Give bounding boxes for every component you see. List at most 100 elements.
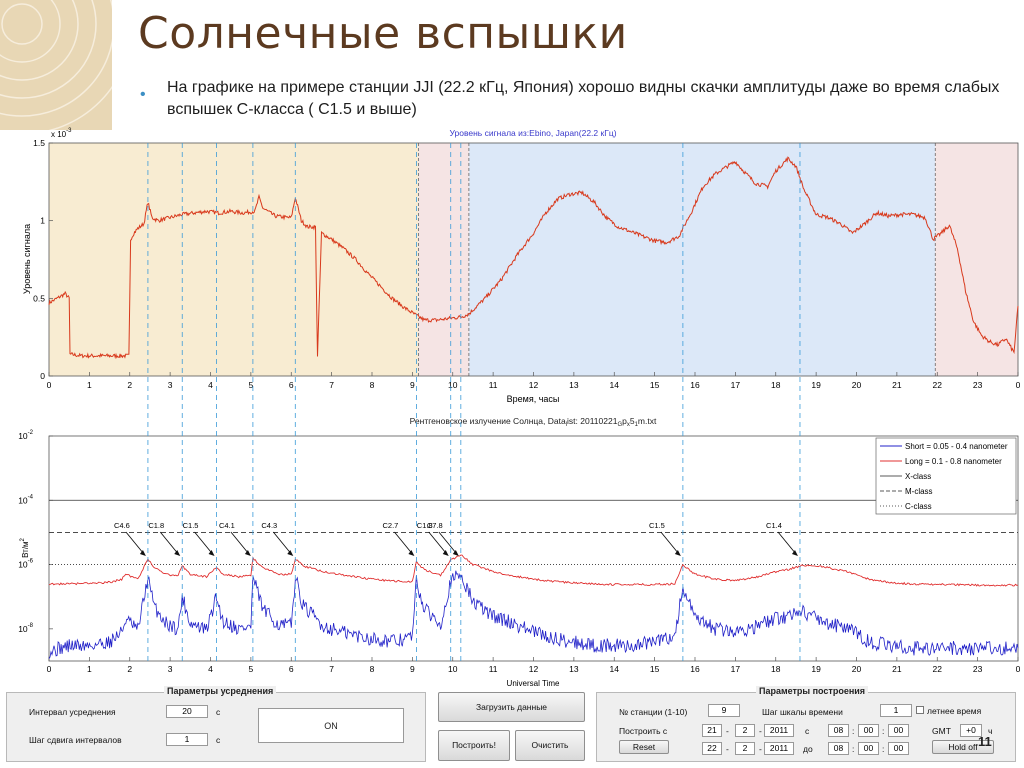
averaging-interval-input[interactable]: 20 (166, 705, 208, 718)
top-x-tick-label: 2 (127, 380, 132, 390)
bottom-x-tick-label: 3 (168, 664, 173, 674)
bottom-x-tick-label: 7 (329, 664, 334, 674)
to-month-input[interactable]: 2 (735, 742, 755, 755)
top-x-tick-label: 7 (329, 380, 334, 390)
top-x-tick-label: 6 (289, 380, 294, 390)
top-x-tick-label: 14 (610, 380, 620, 390)
flare-arrow (230, 531, 250, 555)
from-minute-input[interactable]: 00 (858, 724, 879, 737)
timescale-input[interactable]: 1 (880, 704, 912, 717)
hold-off-button[interactable]: Hold off (932, 740, 994, 754)
bottom-chart-title-sub2: G (617, 422, 622, 428)
bottom-x-tick-label: 20 (852, 664, 862, 674)
bottom-x-tick-label: 1 (87, 664, 92, 674)
to-day-input[interactable]: 22 (702, 742, 722, 755)
bottom-y-tick-base: 10 (18, 495, 28, 505)
top-x-tick-label: 13 (569, 380, 579, 390)
top-x-tick-label: 18 (771, 380, 781, 390)
from-year-input[interactable]: 2011 (764, 724, 794, 737)
summer-time-label: летнее время (927, 706, 982, 716)
bottom-y-tick-base: 10 (18, 624, 28, 634)
legend-label-c: C-class (905, 502, 932, 511)
from-second-input[interactable]: 00 (888, 724, 909, 737)
bottom-x-tick-label: 5 (249, 664, 254, 674)
bottom-x-tick-label: 19 (811, 664, 821, 674)
top-y-tick-label: 1.5 (33, 138, 45, 148)
flare-label: C1.5 (649, 521, 665, 530)
band-twilight-pink (418, 143, 469, 376)
bottom-x-tick-label: 16 (690, 664, 700, 674)
band-twilight-pink (935, 143, 1018, 376)
bottom-x-tick-label: 0 (1016, 664, 1021, 674)
bottom-x-tick-label: 12 (529, 664, 539, 674)
from-month-input[interactable]: 2 (735, 724, 755, 737)
flare-arrowhead (452, 550, 459, 557)
flare-label: C1.8 (148, 521, 164, 530)
top-y-multiplier-base: x 10 (51, 130, 67, 139)
bottom-chart-title: Рентгеновское излучение Солнца, Datalist… (410, 416, 657, 428)
legend-label-x: X-class (905, 472, 931, 481)
top-x-tick-label: 9 (410, 380, 415, 390)
bottom-x-tick-label: 9 (410, 664, 415, 674)
station-label: № станции (1-10) (619, 707, 688, 717)
summer-time-checkbox[interactable] (916, 706, 924, 714)
to-hour-input[interactable]: 08 (828, 742, 849, 755)
to-sep-2: - (759, 744, 762, 754)
bottom-y-tick-exp: -6 (28, 559, 34, 565)
to-year-input[interactable]: 2011 (764, 742, 794, 755)
flare-arrowhead (442, 550, 449, 557)
flare-arrow (159, 531, 179, 555)
to-second-input[interactable]: 00 (888, 742, 909, 755)
top-x-tick-label: 22 (933, 380, 943, 390)
flare-label: C1.5 (183, 521, 199, 530)
bottom-y-label-exp: 2 (20, 537, 26, 541)
bottom-x-tick-label: 0 (47, 664, 52, 674)
flare-class-lines (49, 499, 1018, 565)
build-button[interactable]: Построить! (438, 730, 510, 761)
bottom-x-tick-label: 22 (933, 664, 943, 674)
load-data-button[interactable]: Загрузить данные (438, 692, 585, 722)
vlf-signal-line (48, 156, 1019, 360)
averaging-shift-unit: с (216, 735, 221, 745)
bottom-y-tick-label: 10-6 (18, 559, 33, 570)
time-of-day-bands (49, 143, 1018, 376)
vlf-signal-chart: 0 1 2 3 4 5 6 7 8 9 10 11 12 13 14 15 16 17 18 19 20 21 22 23 00… (22, 128, 1021, 404)
slide-title: Солнечные вспышки (138, 8, 628, 59)
from-hour-input[interactable]: 08 (828, 724, 849, 737)
bottom-axis-ticks: 0 1 2 3 4 5 6 7 8 9 10 11 12 13 14 15 16 17 18 19 20 21 22 23 01… (18, 430, 1020, 674)
flare-label: C4.3 (261, 521, 277, 530)
to-minute-input[interactable]: 00 (858, 742, 879, 755)
xray-short-line (48, 570, 1019, 659)
averaging-shift-input[interactable]: 1 (166, 733, 208, 746)
corner-decoration (0, 0, 130, 130)
top-x-tick-label: 16 (690, 380, 700, 390)
bottom-y-label: Вт/м2 (20, 537, 30, 557)
bottom-y-tick-base: 10 (18, 560, 28, 570)
bottom-x-tick-label: 4 (208, 664, 213, 674)
gmt-input[interactable]: +0 (960, 724, 982, 737)
top-x-tick-label: 20 (852, 380, 862, 390)
top-y-multiplier: x 10-3 (51, 128, 72, 139)
clear-button[interactable]: Очистить (515, 730, 585, 761)
top-x-tick-label: 15 (650, 380, 660, 390)
top-x-tick-label: 0 (1016, 380, 1021, 390)
bottom-chart-title-sub3: x (627, 422, 630, 428)
bottom-chart-title-mid: ist: 20110221 (567, 416, 618, 426)
flare-arrowhead (287, 550, 294, 557)
chart-legend: Short = 0.05 - 0.4 nanometer Long = 0.1 … (875, 437, 1017, 515)
reset-button[interactable]: Reset (619, 740, 669, 754)
station-input[interactable]: 9 (708, 704, 740, 717)
top-x-tick-label: 12 (529, 380, 539, 390)
bullet-icon: • (140, 86, 146, 103)
gmt-label: GMT (932, 726, 951, 736)
from-day-input[interactable]: 21 (702, 724, 722, 737)
flare-arrowhead (408, 550, 415, 557)
bottom-y-label-base: Вт/м (21, 541, 30, 557)
bottom-y-tick-exp: -8 (28, 623, 34, 629)
averaging-on-toggle[interactable]: ON (258, 708, 404, 743)
top-x-tick-label: 5 (249, 380, 254, 390)
flare-arrowhead (674, 550, 681, 557)
from-suffix: с (805, 726, 810, 736)
flare-arrow (660, 531, 680, 555)
top-y-tick-label: 0 (40, 371, 45, 381)
